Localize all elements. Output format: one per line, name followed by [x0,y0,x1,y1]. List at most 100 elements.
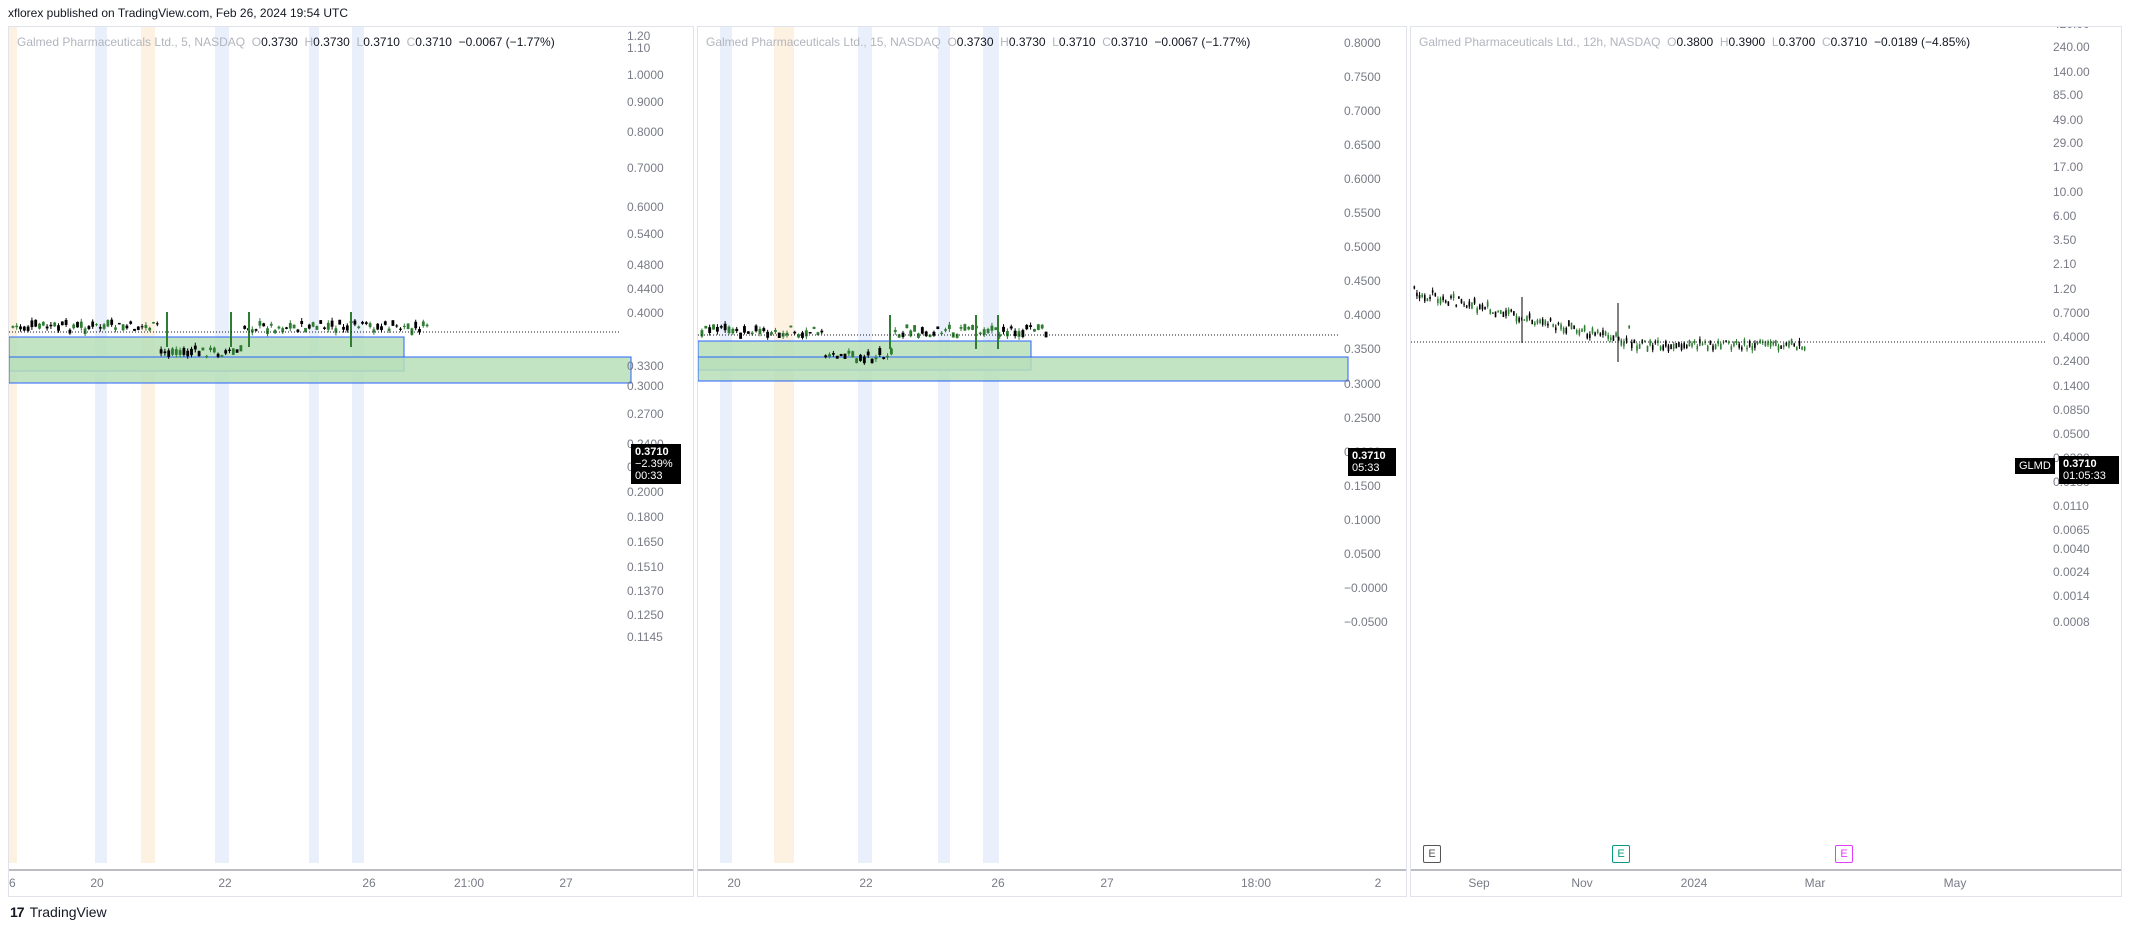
candle-body [1505,310,1507,316]
y-axis-tick-label: 0.5500 [1344,206,1381,220]
candle-body [338,319,342,325]
y-axis-tick-label: 0.1650 [627,535,664,549]
candle-body [1589,334,1591,338]
candle-body [76,321,79,328]
candle-body [1575,330,1578,334]
candle-body [866,351,870,356]
candle-body [383,321,387,325]
chart-pane-15m[interactable]: 0.8000 0.7500 0.7000 0.6500 0.6000 0.5500 0.50… [697,26,1407,897]
legend-change: −0.0189 (−4.85%) [1874,35,1971,49]
y-axis-tick-label: 0.0110 [2053,499,2089,513]
candle-body [163,351,167,354]
candle-body [1036,324,1040,330]
candle-body [117,322,121,325]
candle-body [1623,341,1625,347]
y-axis-tick-label: 240.00 [2053,40,2090,54]
candle-body [53,322,57,327]
legend-low: 0.3710 [363,35,400,49]
candle-body [1688,340,1691,347]
candle-body [129,321,133,324]
x-axis-tick-label: 26 [991,876,1005,890]
legend-open: 0.3730 [261,35,298,49]
candle-body [1492,312,1494,314]
earnings-badge[interactable]: E [1835,845,1853,863]
earnings-badge[interactable]: E [1423,845,1441,863]
candle-body [201,347,205,351]
candle-body [1615,332,1617,337]
candle-body [1468,301,1471,307]
candle-body [1628,325,1630,329]
candle-body [106,320,110,327]
legend-high: 0.3900 [1728,35,1766,49]
candle-body [994,327,998,330]
earnings-badge[interactable]: E [1612,845,1630,863]
y-axis-tick-label: 0.2700 [627,407,664,421]
candle-body [1654,341,1657,343]
candle-body [1450,295,1452,299]
candle-body [1764,341,1767,347]
chart-pane-12h[interactable]: 420.00 240.00 140.00 85.00 49.00 29.00 17.00 10… [1410,26,2122,897]
candle-body [1557,323,1560,325]
legend-open-key: O [251,35,262,49]
y-axis-tick-label: 0.4800 [627,258,664,272]
candle-body [947,324,951,330]
candle-body [1636,345,1638,351]
legend-open-key: O [947,35,957,49]
candle-body [326,322,330,330]
candle-body [986,328,990,333]
candle-body [1754,343,1756,348]
chart-pane-5m[interactable]: 1.20 1.10 1.0000 0.9000 0.8000 0.7000 0.6000 0.… [8,26,694,897]
candle-body [1720,343,1722,349]
candle-body [719,326,723,328]
candle-body [781,332,785,337]
candle-body [1494,311,1497,318]
legend-close-key: C [406,35,416,49]
legend-open-key: O [1667,35,1677,49]
candle-body [909,330,913,337]
candle-body [361,321,364,324]
legend-close: 0.3710 [1830,35,1868,49]
candle-body [785,332,789,336]
candle-body [1431,290,1434,293]
candle-body [1594,332,1596,336]
candle-body [399,328,402,330]
legend-open: 0.3800 [1676,35,1714,49]
candle-body [1746,347,1748,350]
legend-high: 0.3730 [1008,35,1046,49]
candle-body [1583,325,1586,332]
tradingview-footer[interactable]: 17 TradingView [10,904,107,920]
candle-body [820,330,824,333]
legend-low-key: L [1052,35,1059,49]
x-axis-tick-label: Sep [1468,876,1490,890]
candle-body [1029,325,1033,327]
y-axis-tick-label: 0.5000 [1344,240,1381,254]
legend-high-key: H [1000,35,1009,49]
candle-body [57,325,60,331]
candle-body [49,324,53,327]
y-axis-tick-label: 0.2400 [2053,354,2090,368]
y-axis-tick-label: 0.9000 [627,95,664,109]
candle-body [323,327,326,329]
chart-canvas-5m[interactable]: 1.201.10 1.0000 0.9000 0.8000 0.7000 0.6000 0.… [9,27,693,896]
candle-body [395,325,399,327]
candle-body [114,327,117,330]
candle-body [1801,346,1803,350]
x-axis-tick-label: May [1944,876,1967,890]
candle-body [334,328,338,333]
candle-body [1547,323,1549,326]
candle-body [924,331,928,337]
candle-body [152,322,155,324]
candle-body [330,320,334,327]
candle-body [1680,344,1683,351]
x-axis-tick-label: 20 [727,876,741,890]
y-axis-tick-label: 0.1370 [627,584,664,598]
candle-body [828,354,831,357]
candle-body [190,348,193,356]
candle-body [1552,324,1554,327]
chart-canvas-12h[interactable]: 420.00 240.00 140.00 85.00 49.00 29.00 17.00 10… [1411,27,2121,896]
candle-body [797,334,801,338]
chart-canvas-15m[interactable]: 0.8000 0.7500 0.7000 0.6500 0.6000 0.5500 0.50… [698,27,1406,896]
candle-body [45,326,49,329]
candle-body [723,323,727,331]
candle-body [1730,346,1733,350]
